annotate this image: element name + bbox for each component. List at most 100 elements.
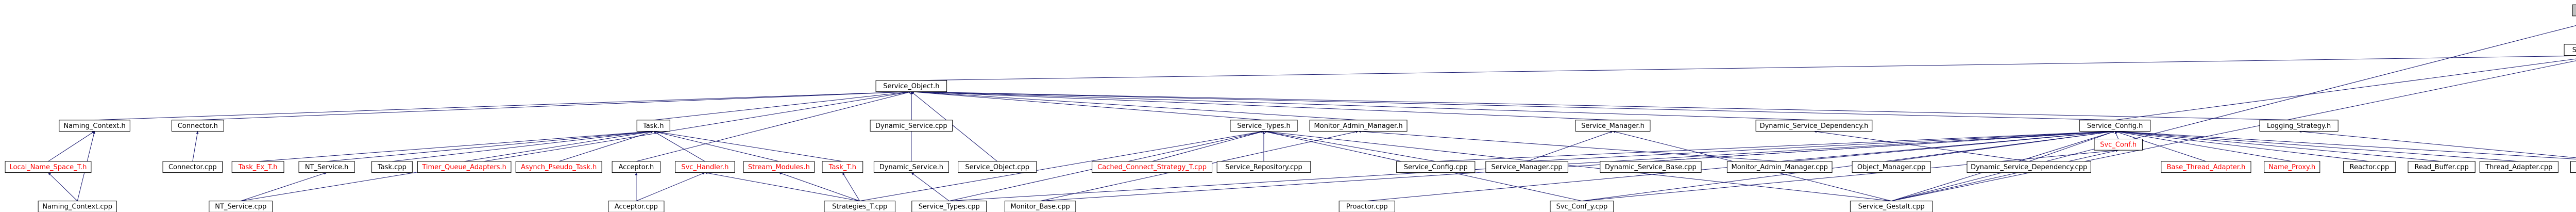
node-label: Task_Ex_T.h bbox=[238, 164, 278, 171]
node-label: Connector.h bbox=[178, 122, 218, 130]
node-label: NT_Service.h bbox=[305, 164, 349, 171]
node-box bbox=[1852, 161, 1931, 173]
node-box bbox=[870, 120, 953, 132]
node-box bbox=[1726, 161, 1833, 173]
node-label: Dynamic_Service.cpp bbox=[875, 122, 947, 130]
edge bbox=[197, 90, 911, 121]
node-label: Naming_Context.cpp bbox=[42, 203, 112, 211]
node-box bbox=[1216, 161, 1311, 173]
edge bbox=[911, 90, 1359, 121]
edge bbox=[859, 130, 1264, 202]
node-label: NT_Service.cpp bbox=[215, 203, 266, 211]
node-box bbox=[2079, 120, 2151, 132]
node-label: Proactor.cpp bbox=[1346, 203, 1388, 211]
node-label: Acceptor.h bbox=[618, 164, 654, 171]
edge bbox=[2114, 131, 2207, 162]
node-box bbox=[1004, 201, 1076, 212]
edge bbox=[778, 172, 860, 202]
edge bbox=[48, 172, 78, 201]
edge bbox=[1527, 131, 1613, 162]
edge bbox=[2114, 58, 2576, 121]
node-box bbox=[743, 161, 815, 173]
node-label: Dynamic_Service.h bbox=[879, 164, 943, 171]
edge bbox=[2114, 130, 2442, 162]
edge bbox=[911, 90, 2115, 121]
node-box bbox=[1092, 161, 1213, 173]
node-label: Service_Types.h bbox=[1237, 122, 1291, 130]
node-label: Stream_Modules.h bbox=[748, 164, 810, 171]
node-label: Service_Config.cpp bbox=[1404, 164, 1468, 171]
edge bbox=[1582, 130, 2115, 202]
node-box bbox=[2094, 138, 2143, 151]
node-label: Svc_Conf_y.cpp bbox=[1556, 203, 1608, 211]
node-box bbox=[1850, 201, 1933, 212]
node-label: Service_Object.h bbox=[883, 83, 939, 90]
edge bbox=[911, 90, 2299, 121]
node-label: Logging_Strategy.h bbox=[2267, 122, 2331, 130]
node-box bbox=[209, 201, 273, 212]
node-box bbox=[5, 161, 92, 173]
node-box bbox=[1309, 120, 1408, 132]
node-box bbox=[612, 161, 661, 173]
edge bbox=[911, 91, 998, 162]
node-label: Task.h bbox=[642, 122, 664, 130]
node-label: Service_Object.cpp bbox=[965, 164, 1029, 171]
node-box bbox=[636, 120, 670, 132]
edge bbox=[842, 172, 860, 201]
edge bbox=[1527, 130, 2115, 162]
node-label: Service_Manager.cpp bbox=[1492, 164, 1563, 171]
node-box bbox=[2479, 161, 2558, 173]
edge bbox=[1891, 25, 2576, 202]
node-box bbox=[2570, 161, 2576, 173]
edge bbox=[2028, 131, 2115, 162]
node-label: Service_Gestalt.h bbox=[2572, 46, 2576, 54]
node-label: Acceptor.cpp bbox=[615, 203, 658, 211]
node-box bbox=[958, 161, 1037, 173]
edge bbox=[241, 91, 911, 202]
node-box bbox=[1550, 201, 1614, 212]
node-label: Service_Manager.h bbox=[1581, 122, 1645, 130]
node-box bbox=[675, 161, 735, 173]
edge bbox=[2114, 130, 2370, 162]
node-label: Service_Gestalt.cpp bbox=[1858, 203, 1925, 211]
edge bbox=[1891, 60, 2576, 202]
node-label: Naming_Context.h bbox=[63, 122, 125, 130]
node-label: Name_Proxy.h bbox=[2268, 164, 2315, 171]
edge bbox=[911, 172, 950, 202]
node-label: Task_T.h bbox=[828, 164, 856, 171]
node-box bbox=[298, 161, 355, 173]
edge bbox=[653, 131, 779, 162]
edge bbox=[1040, 130, 2115, 202]
node-box bbox=[515, 161, 602, 173]
node-box bbox=[171, 120, 224, 132]
edge bbox=[911, 90, 1814, 121]
node-box bbox=[231, 161, 284, 173]
node-box bbox=[371, 161, 413, 173]
node-label: Read_Buffer.cpp bbox=[2415, 164, 2469, 171]
edge bbox=[558, 131, 654, 162]
node-box bbox=[1755, 120, 1873, 132]
edge bbox=[653, 130, 843, 162]
node-label: Dynamic_Service_Dependency.cpp bbox=[1971, 164, 2087, 171]
edge bbox=[241, 172, 327, 202]
node-box bbox=[1230, 120, 1298, 132]
node-label: Connector.cpp bbox=[168, 164, 217, 171]
node-box bbox=[1485, 161, 1568, 173]
node-label: Local_Name_Space_T.h bbox=[9, 164, 87, 171]
edge bbox=[464, 130, 654, 162]
node-label: Cached_Connect_Strategy_T.cpp bbox=[1097, 164, 1207, 171]
node-box bbox=[1967, 161, 2091, 173]
edge bbox=[1814, 130, 2029, 162]
node-label: Strategies_T.cpp bbox=[832, 203, 887, 211]
node-label: Task.cpp bbox=[377, 164, 406, 171]
node-box bbox=[38, 201, 117, 212]
edge bbox=[1582, 149, 2119, 202]
edge bbox=[2299, 130, 2576, 158]
node-box bbox=[2564, 44, 2576, 56]
edge bbox=[48, 131, 95, 162]
node-box bbox=[608, 201, 665, 212]
edge bbox=[2114, 130, 2519, 162]
edge bbox=[2114, 130, 2576, 159]
